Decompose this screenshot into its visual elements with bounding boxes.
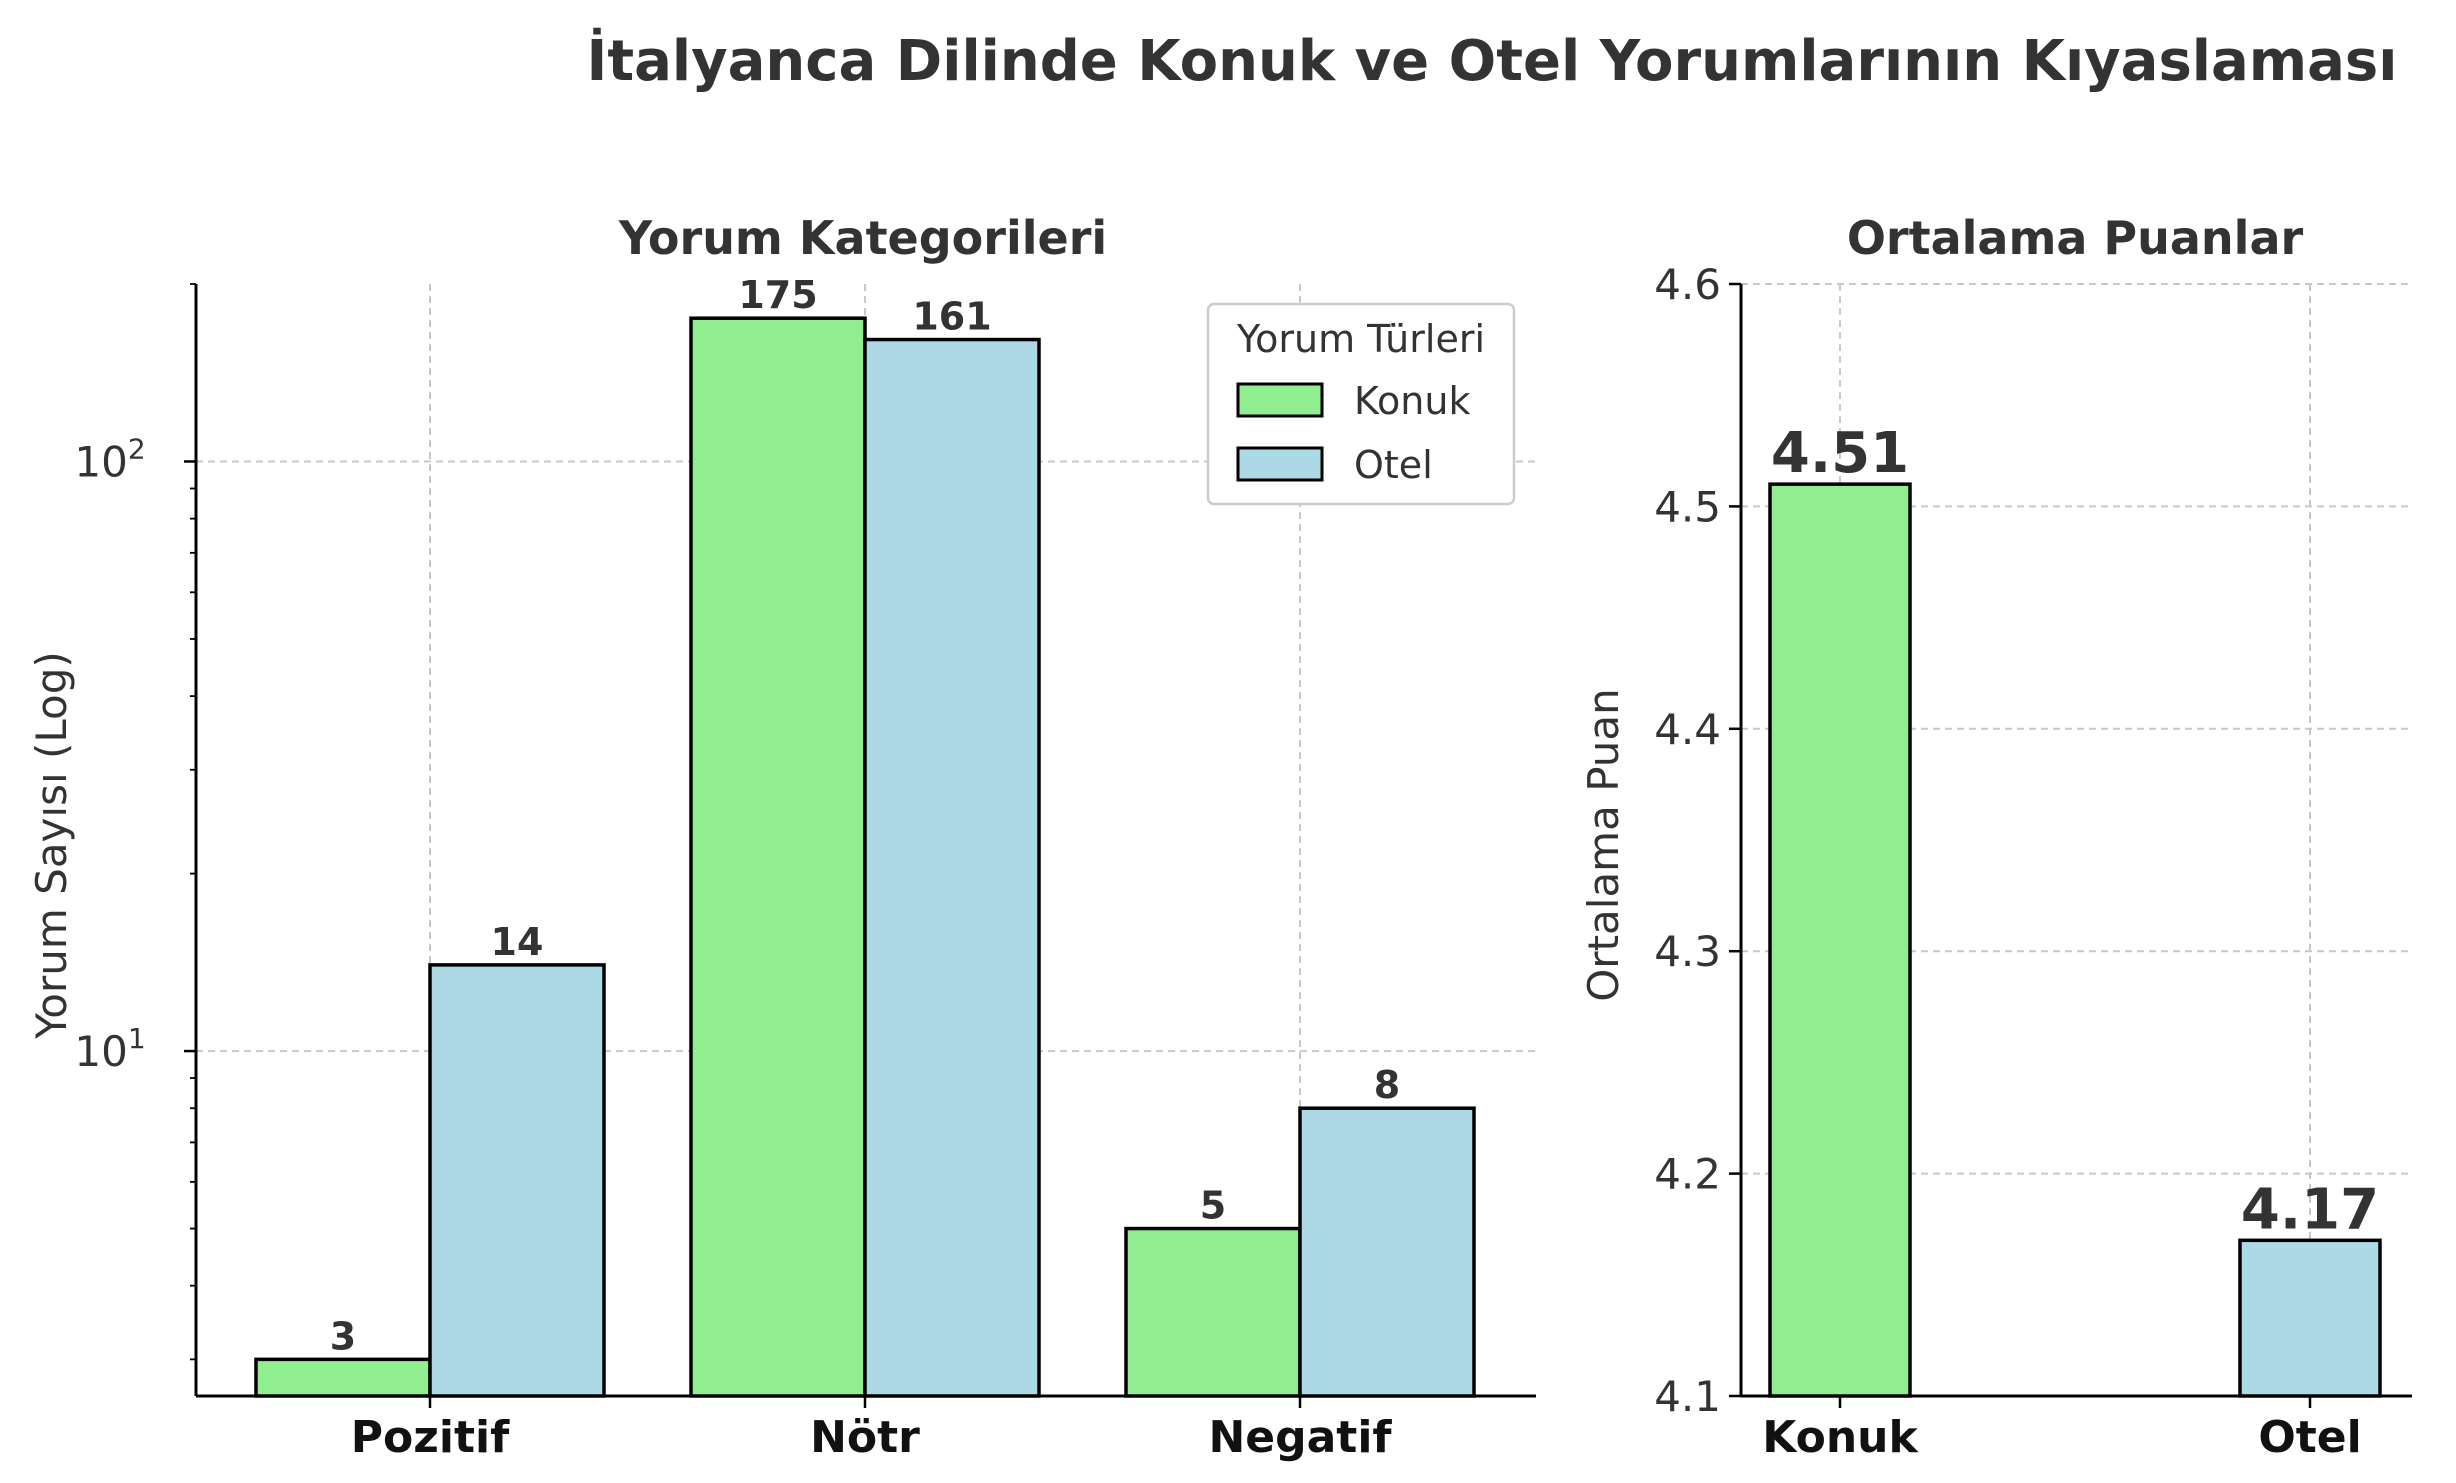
- left-y-tick-exponent: 1: [128, 1022, 146, 1055]
- right-x-tick-label-konuk: Konuk: [1762, 1412, 1919, 1463]
- left-y-tick-base: 10: [74, 437, 127, 486]
- legend-label-otel: Otel: [1354, 443, 1433, 487]
- right-chart-average-ratings: Ortalama Puanlar 4.514.17 4.14.24.34.44.…: [1579, 211, 2412, 1463]
- data-label-average-konuk: 4.51: [1771, 421, 1909, 486]
- right-chart-data-labels: 4.51 4.17: [1771, 421, 2379, 1242]
- left-x-tick-label-nötr: Nötr: [810, 1412, 920, 1463]
- bar-konuk-pozitif: [254, 1357, 432, 1398]
- left-chart-ylabel: Yorum Sayısı (Log): [27, 651, 76, 1040]
- bar-otel-nötr: [863, 337, 1041, 1398]
- figure-title: İtalyanca Dilinde Konuk ve Otel Yorumlar…: [587, 29, 2398, 94]
- bar-konuk-nötr: [689, 316, 867, 1398]
- left-y-tick-label: 102: [74, 432, 145, 486]
- right-chart-ylabel: Ortalama Puan: [1579, 688, 1628, 1002]
- legend: Yorum Türleri Konuk Otel: [1206, 302, 1516, 506]
- left-y-tick-base: 10: [74, 1027, 127, 1076]
- left-chart-data-labels: 3 175 5 14 161 8: [330, 273, 1400, 1358]
- right-chart-title: Ortalama Puanlar: [1847, 211, 2304, 265]
- left-y-tick-label: 101: [74, 1022, 145, 1076]
- right-y-tick-label: 4.4: [1654, 705, 1721, 754]
- data-label-average-otel: 4.17: [2241, 1177, 2379, 1242]
- legend-swatch-otel: [1236, 446, 1324, 482]
- data-label-konuk-pozitif: 3: [330, 1314, 356, 1358]
- right-y-tick-label: 4.1: [1654, 1372, 1721, 1421]
- right-y-tick-label: 4.2: [1654, 1150, 1721, 1199]
- data-label-otel-nötr: 161: [912, 295, 991, 339]
- bar-otel-pozitif: [428, 963, 606, 1398]
- left-chart-title: Yorum Kategorileri: [618, 211, 1107, 265]
- data-label-konuk-negatif: 5: [1200, 1184, 1226, 1228]
- right-chart-axes: 4.1 4.2 4.3 4.4 4.5 4.6 Konuk Otel: [1654, 260, 2412, 1463]
- right-y-tick-label: 4.3: [1654, 927, 1721, 976]
- right-x-tick-label-otel: Otel: [2258, 1412, 2361, 1463]
- left-y-tick-exponent: 2: [128, 432, 146, 465]
- right-y-tick-label: 4.6: [1654, 260, 1721, 309]
- data-label-otel-pozitif: 14: [491, 920, 544, 964]
- bar-average-konuk: [1768, 482, 1912, 1398]
- bar-otel-negatif: [1298, 1106, 1476, 1398]
- left-chart-bars: [254, 316, 1476, 1398]
- legend-swatch-konuk: [1236, 382, 1324, 418]
- data-label-konuk-nötr: 175: [738, 273, 817, 317]
- legend-title: Yorum Türleri: [1236, 317, 1485, 361]
- left-x-tick-label-pozitif: Pozitif: [351, 1412, 510, 1463]
- bar-konuk-negatif: [1124, 1226, 1302, 1398]
- data-label-otel-negatif: 8: [1374, 1063, 1400, 1107]
- right-chart-bars: [1768, 482, 2382, 1398]
- left-x-tick-label-negatif: Negatif: [1208, 1412, 1392, 1463]
- legend-label-konuk: Konuk: [1354, 379, 1470, 423]
- right-y-tick-label: 4.5: [1654, 482, 1721, 531]
- bar-average-otel: [2238, 1238, 2382, 1398]
